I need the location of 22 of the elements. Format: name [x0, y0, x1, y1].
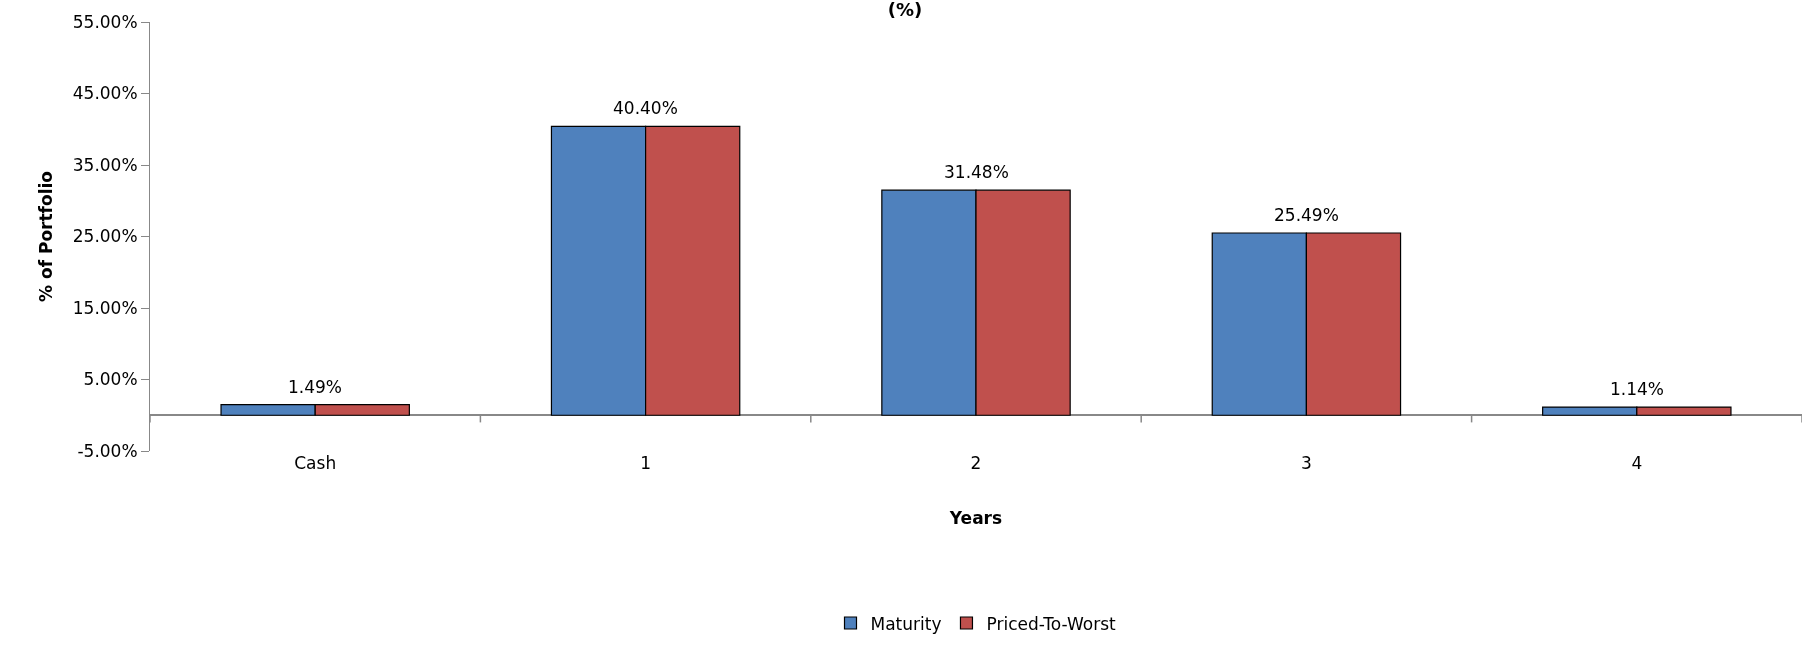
x-tick-label: Cash — [294, 453, 337, 473]
data-label: 1.49% — [288, 377, 343, 397]
y-tick-label: 5.00% — [83, 369, 138, 390]
y-axis-title: % of Portfolio — [36, 170, 57, 303]
x-tick-label: 4 — [1631, 453, 1643, 473]
x-tick-label: 2 — [970, 453, 982, 473]
y-tick-label: 25.00% — [72, 226, 138, 247]
x-tick-label: 3 — [1300, 453, 1312, 473]
data-label: 31.48% — [944, 162, 1009, 182]
chart-title: (%) — [887, 0, 923, 20]
data-label: 40.40% — [613, 98, 678, 118]
x-axis-title: Years — [948, 508, 1003, 529]
data-label: 25.49% — [1274, 205, 1339, 225]
y-tick-label: 55.00% — [72, 11, 138, 32]
x-tick-label: 1 — [640, 453, 652, 473]
y-tick-label: -5.00% — [77, 440, 138, 461]
legend-label: Priced-To-Worst — [986, 613, 1117, 634]
data-label: 1.14% — [1610, 379, 1665, 399]
y-tick-label: 15.00% — [72, 297, 138, 318]
legend-label: Maturity — [870, 613, 942, 634]
y-tick-label: 45.00% — [72, 83, 138, 104]
y-tick-label: 35.00% — [72, 154, 138, 175]
